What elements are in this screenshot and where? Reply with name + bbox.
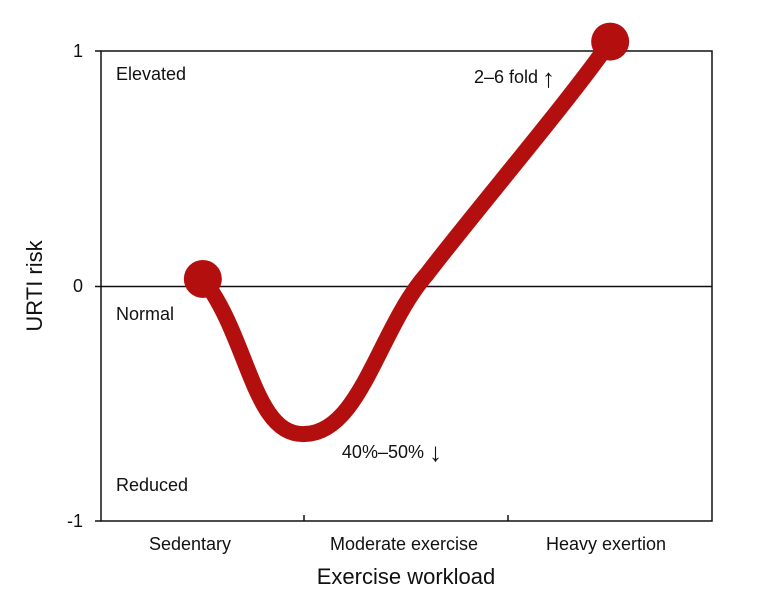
- region-label-reduced: Reduced: [116, 475, 188, 495]
- y-tick-label-bottom: -1: [67, 511, 83, 531]
- x-axis-title: Exercise workload: [317, 564, 496, 589]
- urti-risk-curve: [194, 33, 619, 443]
- up-arrow-icon: ↑: [542, 63, 555, 93]
- x-category-label-sedentary: Sedentary: [149, 534, 231, 554]
- start-point-marker: [183, 259, 222, 298]
- down-arrow-icon: ↓: [429, 437, 442, 467]
- y-axis-title: URTI risk: [22, 239, 47, 331]
- y-tick-label-top: 1: [73, 41, 83, 61]
- x-category-label-moderate-exercise: Moderate exercise: [330, 534, 478, 554]
- y-tick-label-zero: 0: [73, 276, 83, 296]
- region-label-elevated: Elevated: [116, 64, 186, 84]
- annotation-heavy-exertion-text: 2–6 fold: [474, 67, 538, 87]
- annotation-moderate-exercise-text: 40%–50%: [342, 442, 424, 462]
- x-category-label-heavy-exertion: Heavy exertion: [546, 534, 666, 554]
- region-label-normal: Normal: [116, 304, 174, 324]
- end-point-marker: [591, 22, 630, 61]
